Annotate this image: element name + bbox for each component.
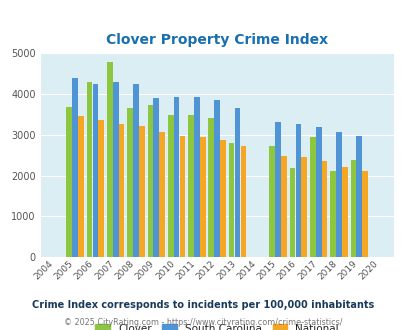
Text: © 2025 CityRating.com - https://www.cityrating.com/crime-statistics/: © 2025 CityRating.com - https://www.city… bbox=[64, 318, 341, 327]
Bar bbox=[127, 109, 133, 257]
Bar bbox=[350, 160, 356, 257]
Bar bbox=[107, 62, 113, 257]
Bar bbox=[98, 120, 104, 257]
Bar bbox=[208, 118, 214, 257]
Bar bbox=[321, 161, 326, 257]
Bar bbox=[113, 82, 118, 257]
Bar bbox=[159, 132, 164, 257]
Bar bbox=[289, 168, 295, 257]
Bar bbox=[341, 167, 347, 257]
Bar bbox=[179, 136, 185, 257]
Bar bbox=[139, 126, 144, 257]
Bar bbox=[147, 105, 153, 257]
Bar bbox=[78, 116, 83, 257]
Bar bbox=[200, 137, 205, 257]
Bar bbox=[173, 97, 179, 257]
Bar bbox=[228, 143, 234, 257]
Legend: Clover, South Carolina, National: Clover, South Carolina, National bbox=[91, 320, 342, 330]
Bar bbox=[280, 155, 286, 257]
Bar bbox=[188, 115, 194, 257]
Bar bbox=[240, 146, 245, 257]
Bar bbox=[356, 136, 361, 257]
Bar bbox=[214, 100, 220, 257]
Bar bbox=[309, 137, 315, 257]
Bar bbox=[301, 157, 306, 257]
Bar bbox=[72, 78, 78, 257]
Bar bbox=[118, 124, 124, 257]
Bar bbox=[87, 82, 92, 257]
Bar bbox=[220, 140, 225, 257]
Bar bbox=[330, 172, 335, 257]
Bar bbox=[275, 122, 280, 257]
Bar bbox=[295, 124, 301, 257]
Bar bbox=[194, 97, 199, 257]
Bar bbox=[361, 171, 367, 257]
Bar bbox=[269, 146, 275, 257]
Bar bbox=[153, 98, 159, 257]
Text: Crime Index corresponds to incidents per 100,000 inhabitants: Crime Index corresponds to incidents per… bbox=[32, 300, 373, 310]
Bar bbox=[335, 132, 341, 257]
Bar bbox=[168, 115, 173, 257]
Bar bbox=[133, 84, 139, 257]
Bar bbox=[66, 107, 72, 257]
Bar bbox=[234, 109, 240, 257]
Bar bbox=[315, 127, 321, 257]
Bar bbox=[92, 84, 98, 257]
Title: Clover Property Crime Index: Clover Property Crime Index bbox=[106, 33, 328, 48]
